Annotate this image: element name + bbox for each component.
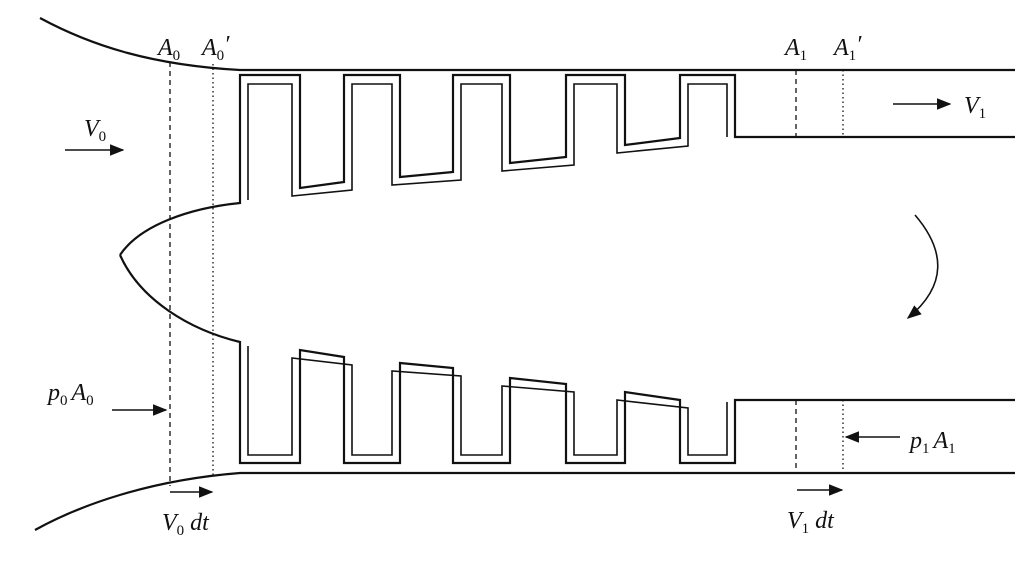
rotor-top-teeth-outer [119, 73, 1015, 256]
rotor-bottom-teeth-inner [247, 346, 728, 456]
label-a0-prime: A0′ [200, 32, 230, 64]
label-v0: V0 [84, 116, 106, 145]
outer-casing-bottom [34, 471, 1015, 531]
label-p1a1: p1 A1 [908, 428, 956, 457]
label-v0dt: V0 dt [162, 510, 210, 539]
rotor-bottom-teeth-outer [118, 254, 1015, 465]
outer-casing-top [39, 17, 1015, 72]
label-v1dt: V1 dt [787, 508, 835, 537]
label-a1-prime: A1′ [832, 32, 862, 64]
rotation-arrow [906, 214, 939, 319]
label-v1: V1 [964, 93, 986, 122]
rotor-top-teeth-inner [247, 83, 728, 200]
label-a0: A0 [156, 35, 180, 64]
label-a1: A1 [783, 35, 807, 64]
label-p0a0: p0 A0 [46, 380, 94, 409]
